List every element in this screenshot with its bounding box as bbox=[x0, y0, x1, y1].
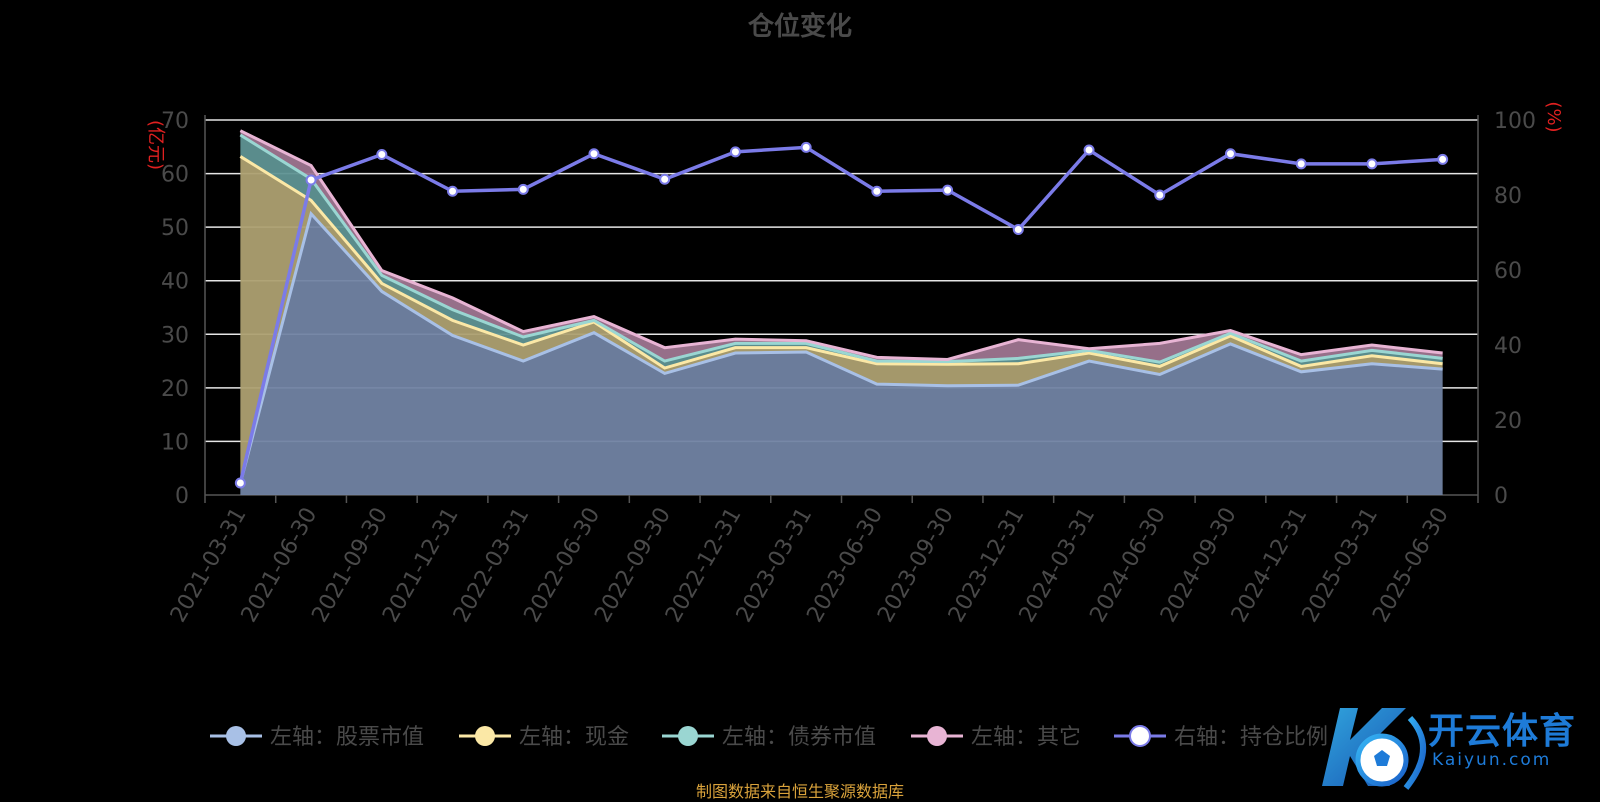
x-axis-tick-label: 2022-06-30 bbox=[520, 504, 606, 627]
k-ball-logo-icon bbox=[1322, 708, 1426, 790]
x-axis-tick-label: 2021-12-31 bbox=[378, 504, 464, 627]
legend-item: 左轴：其它 bbox=[911, 725, 1081, 750]
holding-ratio-point bbox=[1295, 158, 1307, 170]
holding-ratio-point bbox=[305, 174, 317, 186]
holding-ratio-point bbox=[517, 183, 529, 195]
right-axis-tick-label: 60 bbox=[1494, 259, 1522, 284]
right-axis-tick-label: 100 bbox=[1494, 109, 1536, 134]
x-axis-tick-label: 2025-03-31 bbox=[1298, 504, 1384, 627]
series-line-0 bbox=[238, 210, 1443, 484]
left-axis-tick-label: 40 bbox=[161, 270, 189, 295]
legend: 左轴：股票市值 左轴：现金 左轴：债券市值 左轴：其它 右轴：持仓比例 bbox=[210, 725, 1328, 750]
legend-marker bbox=[678, 726, 698, 746]
legend-label: 左轴：债券市值 bbox=[722, 725, 876, 750]
holding-ratio-point bbox=[1437, 153, 1449, 165]
x-axis-tick-label: 2024-03-31 bbox=[1015, 504, 1101, 627]
holding-ratio-point bbox=[588, 148, 600, 160]
x-axis-tick-label: 2021-09-30 bbox=[307, 504, 393, 627]
series-line-2 bbox=[239, 133, 1443, 364]
legend-label: 左轴：股票市值 bbox=[270, 725, 424, 750]
holding-ratio-point bbox=[871, 185, 883, 197]
x-axis-tick-label: 2023-03-31 bbox=[732, 504, 818, 627]
holding-ratio-point bbox=[234, 477, 246, 489]
x-axis-tick-label: 2022-03-31 bbox=[449, 504, 535, 627]
left-axis-tick-label: 50 bbox=[161, 216, 189, 241]
legend-label: 左轴：其它 bbox=[971, 725, 1081, 750]
left-axis-tick-label: 60 bbox=[161, 163, 189, 188]
right-axis-tick-label: 80 bbox=[1494, 184, 1522, 209]
left-axis-tick-label: 70 bbox=[161, 109, 189, 134]
left-axis-tick-label: 20 bbox=[161, 377, 189, 402]
legend-marker bbox=[226, 726, 246, 746]
series-line-1 bbox=[239, 155, 1443, 370]
x-axis-tick-label: 2022-09-30 bbox=[590, 504, 676, 627]
x-axis-tick-label: 2022-12-31 bbox=[661, 504, 747, 627]
legend-marker bbox=[1129, 725, 1151, 747]
x-axis-tick-label: 2025-06-30 bbox=[1368, 504, 1454, 627]
x-axis-tick-label: 2024-12-31 bbox=[1227, 504, 1313, 627]
legend-item: 左轴：股票市值 bbox=[210, 725, 424, 750]
x-axis-tick-label: 2023-09-30 bbox=[873, 504, 959, 627]
right-axis-tick-label: 20 bbox=[1494, 409, 1522, 434]
chart-title: 仓位变化 bbox=[747, 12, 852, 42]
holding-ratio-point bbox=[1366, 158, 1378, 170]
holding-ratio-point bbox=[729, 146, 741, 158]
holding-ratio-point bbox=[1224, 148, 1236, 160]
holding-ratio-point bbox=[800, 141, 812, 153]
legend-item: 左轴：债券市值 bbox=[662, 725, 876, 750]
left-axis-tick-label: 0 bbox=[175, 484, 189, 509]
legend-item: 左轴：现金 bbox=[459, 725, 629, 750]
left-axis-tick-label: 30 bbox=[161, 323, 189, 348]
x-axis-tick-label: 2024-09-30 bbox=[1156, 504, 1242, 627]
x-axis-tick-label: 2021-06-30 bbox=[237, 504, 323, 627]
legend-label: 左轴：现金 bbox=[519, 725, 629, 750]
kaiyun-watermark-logo bbox=[1310, 698, 1600, 798]
holding-ratio-point bbox=[447, 185, 459, 197]
x-axis-tick-label: 2021-03-31 bbox=[166, 504, 252, 627]
holding-ratio-point bbox=[659, 173, 671, 185]
holding-ratio-point bbox=[1154, 189, 1166, 201]
holding-ratio-line bbox=[238, 145, 1443, 484]
legend-label: 右轴：持仓比例 bbox=[1174, 725, 1328, 750]
left-axis-tick-label: 10 bbox=[161, 430, 189, 455]
left-axis-title: (亿元) bbox=[145, 120, 166, 170]
holding-ratio-point bbox=[942, 184, 954, 196]
holding-ratio-point bbox=[1012, 224, 1024, 235]
legend-item: 右轴：持仓比例 bbox=[1114, 725, 1328, 750]
area-0 bbox=[240, 213, 1443, 495]
watermark-url-text: Kaiyun.com bbox=[1432, 750, 1552, 770]
right-axis-title: (%) bbox=[1543, 101, 1564, 132]
right-axis-tick-label: 0 bbox=[1494, 484, 1508, 509]
right-axis-tick-label: 40 bbox=[1494, 334, 1522, 359]
x-axis-tick-label: 2023-06-30 bbox=[802, 504, 888, 627]
watermark-brand-text: 开云体育 bbox=[1428, 711, 1577, 752]
legend-marker bbox=[927, 726, 947, 746]
holding-ratio-point bbox=[376, 149, 388, 160]
holding-ratio-point bbox=[1083, 144, 1095, 156]
data-source-note: 制图数据来自恒生聚源数据库 bbox=[695, 782, 904, 801]
x-axis-tick-label: 2024-06-30 bbox=[1085, 504, 1171, 627]
series-line-3 bbox=[239, 129, 1443, 361]
legend-marker bbox=[475, 726, 495, 746]
x-axis-tick-label: 2023-12-31 bbox=[944, 504, 1030, 627]
